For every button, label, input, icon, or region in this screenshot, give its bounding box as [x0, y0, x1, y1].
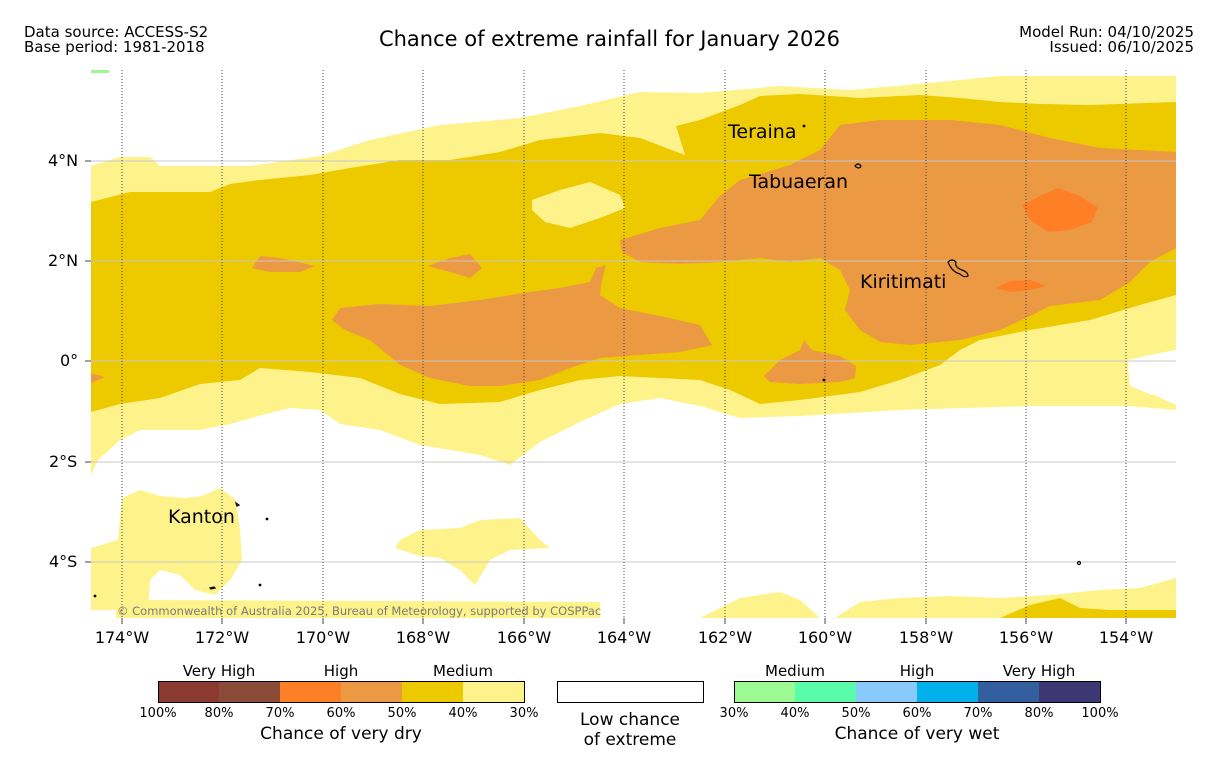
low-caption-line1: Low chance	[580, 710, 680, 730]
dry-category-very-high: Very High	[182, 662, 256, 680]
wet-tick: 100%	[1081, 706, 1119, 721]
dry-50-60-central	[332, 265, 712, 386]
dry-colorbar-frame	[158, 681, 525, 703]
dry-caption: Chance of very dry	[260, 724, 422, 744]
wet-swatch-60-70	[917, 681, 978, 702]
data-source-label: Data source: ACCESS-S2	[24, 23, 209, 41]
dry-30-40-south-b	[116, 600, 600, 618]
lat-label-2s: 2°S	[49, 452, 78, 471]
dry-tick: 60%	[326, 706, 356, 721]
wet-category-high: High	[899, 662, 935, 680]
dry-60-70-a	[1022, 188, 1098, 232]
wet-tick: 80%	[1024, 706, 1054, 721]
lat-label-0: 0°	[60, 351, 79, 370]
lat-label-4n: 4°N	[48, 151, 79, 170]
dry-50-60-small-c	[428, 254, 482, 278]
wet-tick: 50%	[841, 706, 871, 721]
dry-30-40-bubble	[532, 182, 625, 228]
dry-tick: 70%	[265, 706, 295, 721]
dry-tick: 30%	[509, 706, 539, 721]
lon-label-170w: 170°W	[295, 628, 351, 647]
low-caption-line2: of extreme	[583, 730, 677, 750]
dry-30-40-south-a	[395, 518, 550, 585]
wet-swatch-70-80	[978, 681, 1039, 702]
dry-30-40-south-d	[835, 578, 1176, 618]
lon-label-160w: 160°W	[797, 628, 853, 647]
lon-label-166w: 166°W	[496, 628, 552, 647]
lon-label-154w: 154°W	[1098, 628, 1154, 647]
lon-label-164w: 164°W	[596, 628, 652, 647]
wet-category-medium: Medium	[765, 662, 825, 680]
place-teraina: Teraina	[728, 121, 797, 143]
dry-60-70-b	[996, 280, 1046, 292]
wet-swatch-30-40	[734, 681, 795, 702]
dry-swatch-60-70	[280, 681, 341, 702]
dry-tick: 40%	[448, 706, 478, 721]
lon-label-168w: 168°W	[395, 628, 451, 647]
wet-30-40-patch	[91, 70, 109, 73]
dry-swatch-50-60	[341, 681, 402, 702]
dry-category-high: High	[323, 662, 359, 680]
dry-50-60-small-d	[91, 373, 105, 383]
wet-swatch-80-100	[1039, 681, 1100, 702]
dry-30-40-kanton	[91, 488, 242, 610]
lon-label-158w: 158°W	[898, 628, 954, 647]
wet-tick: 40%	[780, 706, 810, 721]
wet-swatch-40-50	[795, 681, 856, 702]
low-chance-hole	[1128, 357, 1158, 395]
wet-colorbar-frame	[734, 681, 1101, 703]
dry-category-medium: Medium	[433, 662, 493, 680]
dry-50-60-east	[620, 120, 1176, 345]
dry-swatch-80-100	[158, 681, 219, 702]
dry-50-60-small-b	[252, 256, 315, 272]
lat-label-2n: 2°N	[48, 251, 79, 270]
dry-tick: 100%	[139, 706, 177, 721]
place-kanton: Kanton	[168, 506, 235, 528]
lat-ticks	[85, 160, 91, 563]
dry-30-40-south-c	[700, 592, 820, 618]
lat-label-4s: 4°S	[49, 552, 78, 571]
place-kiritimati: Kiritimati	[860, 271, 947, 293]
place-tabuaeran: Tabuaeran	[749, 171, 849, 193]
wet-tick: 30%	[719, 706, 749, 721]
dry-tick: 50%	[387, 706, 417, 721]
base-period-label: Base period: 1981-2018	[24, 38, 205, 56]
issued-label: Issued: 06/10/2025	[1049, 38, 1194, 56]
longitude-gridlines	[121, 70, 1127, 618]
wet-tick: 60%	[902, 706, 932, 721]
lon-label-174w: 174°W	[94, 628, 150, 647]
dry-40-50-south	[1000, 598, 1176, 618]
model-run-label: Model Run: 04/10/2025	[1019, 23, 1194, 41]
dry-swatch-70-80	[219, 681, 280, 702]
wet-category-very-high: Very High	[1002, 662, 1076, 680]
low-chance-swatch	[557, 681, 704, 703]
dry-swatch-30-40	[463, 681, 524, 702]
wet-swatch-50-60	[856, 681, 917, 702]
lon-label-172w: 172°W	[194, 628, 250, 647]
copyright-notice: © Commonwealth of Australia 2025, Bureau…	[117, 604, 602, 618]
dry-50-60-small-a	[764, 340, 856, 384]
lon-label-162w: 162°W	[697, 628, 753, 647]
dry-swatch-40-50	[402, 681, 463, 702]
island-outlines	[93, 124, 1082, 598]
lon-label-156w: 156°W	[998, 628, 1054, 647]
wet-caption: Chance of very wet	[834, 724, 1000, 744]
wet-tick: 70%	[963, 706, 993, 721]
dry-tick: 80%	[204, 706, 234, 721]
latitude-gridlines	[91, 160, 1176, 563]
lon-ticks	[121, 618, 1127, 624]
map-title: Chance of extreme rainfall for January 2…	[378, 27, 841, 51]
